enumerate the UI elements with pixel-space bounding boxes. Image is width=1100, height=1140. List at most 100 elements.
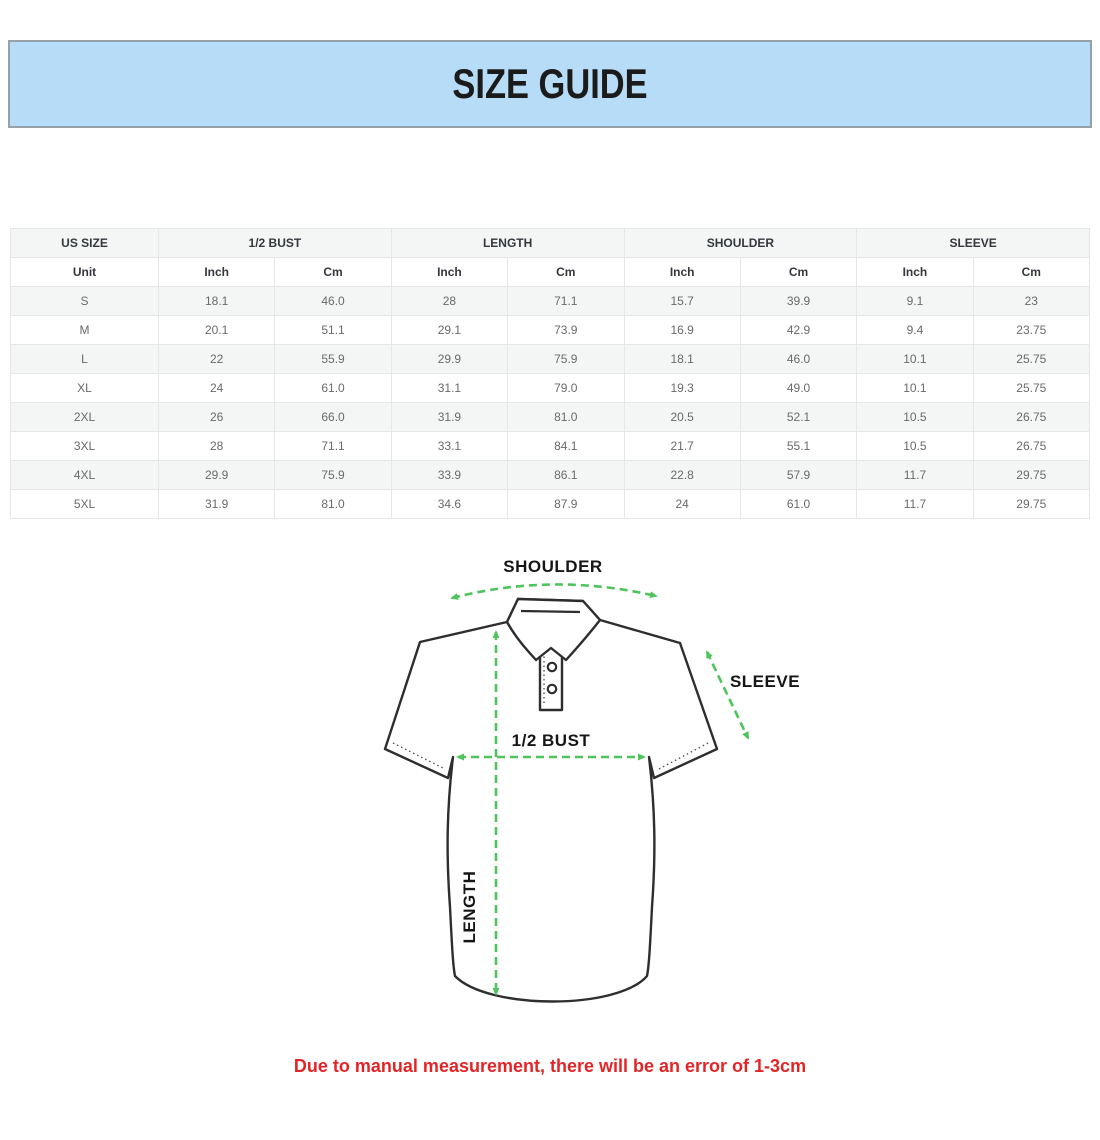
measurement-cell: 15.7 xyxy=(623,286,741,316)
size-cell: 5XL xyxy=(10,489,159,519)
column-unit-header: Cm xyxy=(972,257,1091,287)
size-chart-table: US SIZE 1/2 BUST LENGTH SHOULDER SLEEVE Unit… xyxy=(10,228,1091,519)
measurement-cell: 39.9 xyxy=(739,286,858,316)
measurement-cell: 19.3 xyxy=(623,373,741,403)
shirt-outline xyxy=(383,597,719,1003)
measurement-cell: 22.8 xyxy=(623,460,741,490)
size-cell: 4XL xyxy=(10,460,159,490)
size-cell: S xyxy=(10,286,159,316)
table-row: S 18.1 46.0 28 71.1 15.7 39.9 9.1 23 xyxy=(10,286,1091,316)
collar xyxy=(505,597,602,662)
left-cuff-stitch xyxy=(392,742,444,769)
measurement-cell: 20.5 xyxy=(623,402,741,432)
measurement-cell: 79.0 xyxy=(507,373,625,403)
measurement-cell: 33.9 xyxy=(390,460,509,490)
column-group-header: 1/2 BUST xyxy=(158,228,392,258)
measurement-cell: 11.7 xyxy=(856,489,974,519)
column-unit-header: Cm xyxy=(507,257,625,287)
measurement-cell: 34.6 xyxy=(390,489,509,519)
measurement-cell: 29.9 xyxy=(157,460,276,490)
measurement-cell: 21.7 xyxy=(623,431,741,461)
measurement-cell: 25.75 xyxy=(972,373,1091,403)
column-group-header: SLEEVE xyxy=(856,228,1090,258)
button-bottom xyxy=(546,683,558,695)
length-label: LENGTH xyxy=(460,871,479,944)
measurement-cell: 81.0 xyxy=(274,489,392,519)
right-cuff-stitch xyxy=(658,741,711,770)
column-group-header: SHOULDER xyxy=(623,228,858,258)
measurement-cell: 10.5 xyxy=(856,402,974,432)
polo-shirt-illustration: SHOULDER SLEEVE 1/2 BUST LENGTH xyxy=(383,557,800,1003)
measurement-cell: 29.1 xyxy=(390,315,509,345)
measurement-cell: 87.9 xyxy=(507,489,625,519)
table-row: L 22 55.9 29.9 75.9 18.1 46.0 10.1 25.75 xyxy=(10,344,1091,374)
measurement-cell: 26.75 xyxy=(972,402,1091,432)
sleeve-label: SLEEVE xyxy=(730,672,800,691)
measurement-cell: 9.1 xyxy=(856,286,974,316)
measurement-cell: 29.75 xyxy=(972,489,1091,519)
size-table-body: S 18.1 46.0 28 71.1 15.7 39.9 9.1 23 M 20.1 51.1 29.… xyxy=(10,286,1091,519)
measurement-cell: 49.0 xyxy=(739,373,858,403)
size-guide-banner: SIZE GUIDE xyxy=(8,40,1092,128)
measurement-cell: 26.75 xyxy=(972,431,1091,461)
measurement-cell: 55.9 xyxy=(274,344,392,374)
measurement-disclaimer: Due to manual measurement, there will be… xyxy=(293,1056,807,1076)
measurement-cell: 46.0 xyxy=(274,286,392,316)
measurement-cell: 86.1 xyxy=(507,460,625,490)
column-unit-header: Cm xyxy=(739,257,858,287)
measurement-cell: 31.9 xyxy=(390,402,509,432)
measurement-cell: 31.1 xyxy=(390,373,509,403)
measurement-cell: 24 xyxy=(623,489,741,519)
measurement-cell: 75.9 xyxy=(274,460,392,490)
measurement-cell: 71.1 xyxy=(507,286,625,316)
size-cell: 3XL xyxy=(10,431,159,461)
collar-seam xyxy=(520,609,581,614)
measurement-cell: 61.0 xyxy=(739,489,858,519)
measurement-cell: 24 xyxy=(157,373,276,403)
measurement-cell: 42.9 xyxy=(739,315,858,345)
measurement-cell: 11.7 xyxy=(856,460,974,490)
placket xyxy=(538,646,564,712)
column-unit-header: Inch xyxy=(390,257,509,287)
column-unit-header: Inch xyxy=(623,257,741,287)
column-group-header: US SIZE xyxy=(10,228,159,258)
measurement-cell: 10.5 xyxy=(856,431,974,461)
measurement-cell: 46.0 xyxy=(739,344,858,374)
measurement-cell: 29.75 xyxy=(972,460,1091,490)
table-row: XL 24 61.0 31.1 79.0 19.3 49.0 10.1 25.75 xyxy=(10,373,1091,403)
bust-label: 1/2 BUST xyxy=(512,731,591,750)
measurement-cell: 10.1 xyxy=(856,344,974,374)
table-row: 3XL 28 71.1 33.1 84.1 21.7 55.1 10.5 26.75 xyxy=(10,431,1091,461)
measurement-cell: 81.0 xyxy=(507,402,625,432)
column-unit-header: Unit xyxy=(10,257,159,287)
measurement-cell: 23.75 xyxy=(972,315,1091,345)
measurement-cell: 26 xyxy=(157,402,276,432)
measurement-cell: 84.1 xyxy=(507,431,625,461)
table-row: 4XL 29.9 75.9 33.9 86.1 22.8 57.9 11.7 29.75 xyxy=(10,460,1091,490)
column-group-header: LENGTH xyxy=(390,228,625,258)
measurement-cell: 31.9 xyxy=(157,489,276,519)
table-row: 2XL 26 66.0 31.9 81.0 20.5 52.1 10.5 26.75 xyxy=(10,402,1091,432)
measurement-cell: 55.1 xyxy=(739,431,858,461)
size-cell: L xyxy=(10,344,159,374)
measurement-cell: 23 xyxy=(972,286,1091,316)
sleeve-arrow xyxy=(705,650,750,740)
size-cell: XL xyxy=(10,373,159,403)
measurement-cell: 73.9 xyxy=(507,315,625,345)
table-group-header-row: US SIZE 1/2 BUST LENGTH SHOULDER SLEEVE xyxy=(10,228,1090,258)
shoulder-arrow xyxy=(450,583,658,600)
measurement-cell: 28 xyxy=(390,286,509,316)
measurement-cell: 9.4 xyxy=(856,315,974,345)
measurement-cell: 18.1 xyxy=(623,344,741,374)
measurement-cell: 52.1 xyxy=(739,402,858,432)
column-unit-header: Cm xyxy=(274,257,392,287)
shirt-measurement-diagram: SHOULDER SLEEVE 1/2 BUST LENGTH xyxy=(370,542,810,1042)
measurement-cell: 33.1 xyxy=(390,431,509,461)
measurement-cell: 20.1 xyxy=(157,315,276,345)
measurement-cell: 18.1 xyxy=(157,286,276,316)
button-top xyxy=(546,661,558,673)
measurement-cell: 61.0 xyxy=(274,373,392,403)
measurement-cell: 75.9 xyxy=(507,344,625,374)
measurement-cell: 28 xyxy=(157,431,276,461)
table-row: 5XL 31.9 81.0 34.6 87.9 24 61.0 11.7 29.75 xyxy=(10,489,1091,519)
